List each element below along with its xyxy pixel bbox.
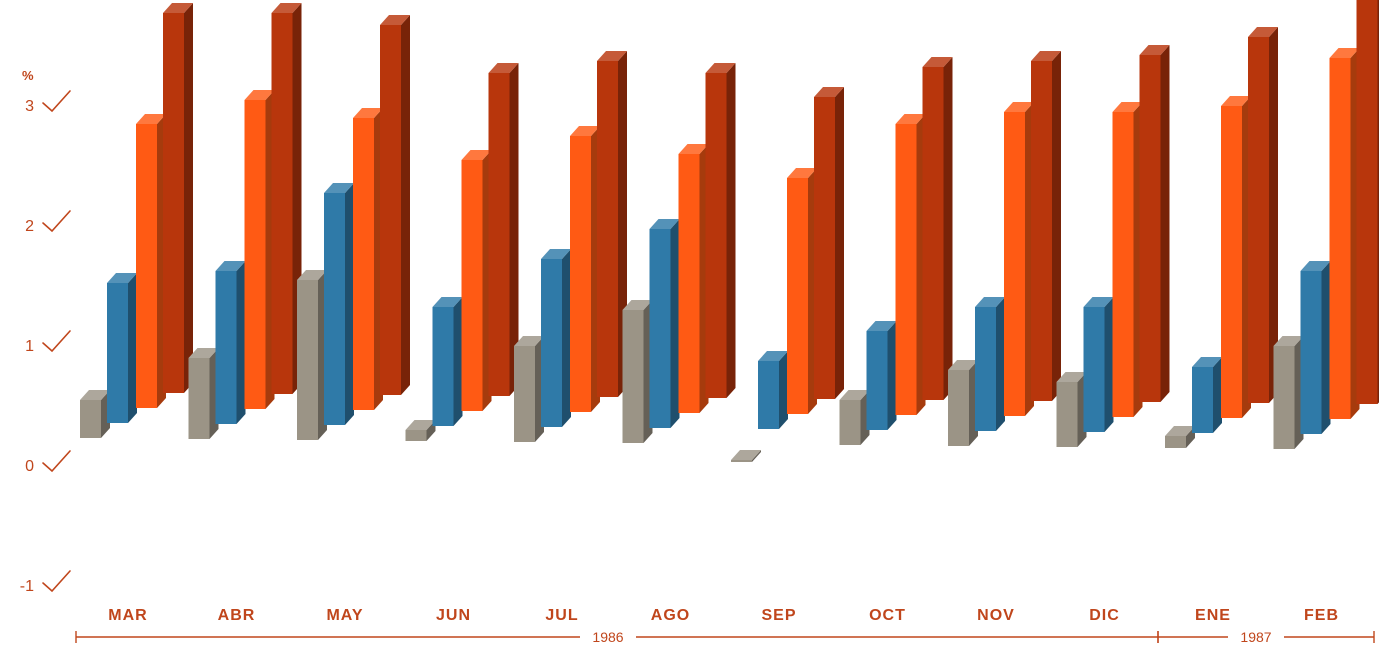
bar: [541, 249, 571, 427]
y-unit-label: %: [22, 68, 34, 83]
tick-check-mark: [42, 210, 71, 233]
tick-check-mark: [42, 450, 71, 473]
tick-check-mark: [42, 570, 71, 593]
bar-group-abr: [188, 3, 302, 439]
bar: [1112, 102, 1143, 417]
bar: [461, 150, 492, 411]
bar: [136, 114, 166, 408]
bar-group-may: [297, 15, 410, 440]
bar: [514, 336, 544, 442]
bar: [1192, 357, 1222, 433]
month-labels: MAR ABR MAY JUN JUL AGO SEP OCT NOV DIC ENE FEB: [108, 607, 1339, 624]
year-label: 1986: [592, 629, 623, 645]
bar: [649, 219, 680, 428]
tick-check-mark: [42, 90, 71, 113]
bar-group-dic: [1056, 45, 1170, 447]
y-tick-label: 0: [25, 458, 34, 475]
bar-group-ago: [622, 63, 736, 443]
month-label: OCT: [869, 607, 906, 624]
year-span-1987: 1987: [1157, 629, 1375, 645]
bar: [1083, 297, 1114, 432]
month-label: JUN: [436, 607, 471, 624]
y-tick-label: 3: [25, 98, 34, 115]
bar: [1139, 45, 1170, 402]
bar: [787, 168, 817, 414]
bar: [570, 126, 600, 412]
bar: [814, 87, 844, 399]
bar: [405, 420, 436, 441]
bar: [1056, 372, 1087, 447]
bar: [705, 63, 736, 398]
month-label: DIC: [1089, 607, 1120, 624]
bar: [948, 360, 978, 446]
y-axis: 3 2 1 0 -1: [20, 90, 71, 595]
month-label: MAR: [108, 607, 147, 624]
bar: [163, 3, 193, 393]
y-tick-label: 2: [25, 218, 34, 235]
y-tick-label: 1: [25, 338, 34, 355]
bar: [215, 261, 246, 424]
bar: [839, 390, 870, 445]
y-tick-label: -1: [20, 578, 34, 595]
bar-group-sep: [731, 87, 844, 462]
bar: [1356, 0, 1379, 404]
bar: [380, 15, 410, 395]
bar: [1273, 336, 1304, 449]
bar: [297, 270, 327, 440]
bar-group-ene: [1165, 27, 1278, 448]
bar: [488, 63, 519, 396]
bar: [432, 297, 463, 426]
bar: [758, 351, 788, 429]
bar-group-jun: [405, 63, 519, 441]
bar: [80, 390, 110, 438]
bar: [1329, 48, 1360, 419]
bar: [324, 183, 354, 425]
bar-group-mar: [80, 3, 193, 438]
month-label: ABR: [218, 607, 256, 624]
year-timeline: 1986 1987: [75, 629, 1375, 645]
bar: [1300, 261, 1331, 434]
month-label: SEP: [761, 607, 796, 624]
bar-group-oct: [839, 57, 953, 445]
bar: [622, 300, 653, 443]
bars: [80, 0, 1379, 462]
bar: [188, 348, 219, 439]
bar: [1004, 102, 1034, 416]
month-label: ENE: [1195, 607, 1231, 624]
bar: [922, 57, 953, 400]
bar: [731, 450, 761, 462]
bar: [244, 90, 275, 409]
year-label: 1987: [1240, 629, 1271, 645]
bar: [678, 144, 709, 413]
tick-check-mark: [42, 330, 71, 353]
bar: [1031, 51, 1061, 401]
month-label: FEB: [1304, 607, 1339, 624]
month-label: AGO: [651, 607, 690, 624]
bar: [1248, 27, 1278, 403]
bar: [1221, 96, 1251, 418]
bar: [895, 114, 926, 415]
bar-group-nov: [948, 51, 1061, 446]
bar: [975, 297, 1005, 431]
bar-group-jul: [514, 51, 627, 442]
bar-group-feb: [1273, 0, 1379, 449]
bar: [107, 273, 137, 423]
month-label: MAY: [326, 607, 363, 624]
bar: [866, 321, 897, 430]
month-label: NOV: [977, 607, 1015, 624]
bar: [1165, 426, 1195, 448]
month-label: JUL: [545, 607, 578, 624]
year-span-1986: 1986: [75, 629, 1159, 645]
bar: [597, 51, 627, 397]
bar: [353, 108, 383, 410]
